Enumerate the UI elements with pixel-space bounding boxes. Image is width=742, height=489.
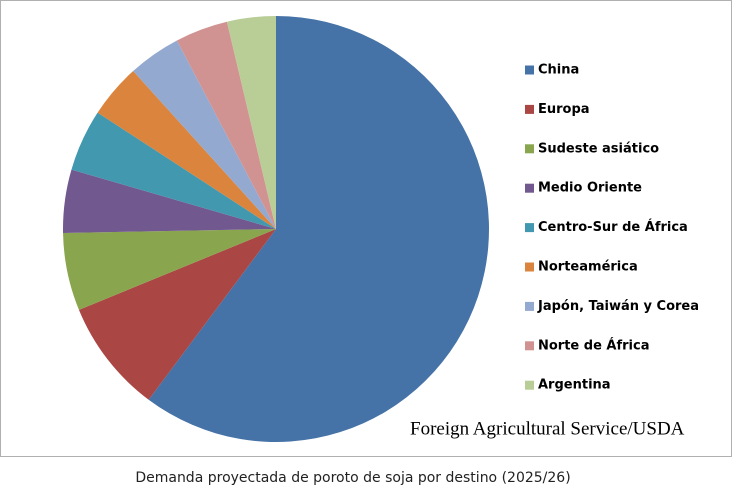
- legend-swatch: [525, 183, 534, 193]
- legend-label: Medio Oriente: [538, 181, 642, 196]
- legend-label: China: [538, 63, 579, 78]
- pie-slice: [71, 112, 276, 229]
- legend-swatch: [525, 380, 534, 390]
- legend-swatch: [525, 104, 534, 114]
- source-note: Foreign Agricultural Service/USDA: [410, 418, 685, 439]
- legend-swatch: [525, 341, 534, 351]
- legend-label: Norteamérica: [538, 260, 638, 275]
- legend-label: Japón, Taiwán y Corea: [537, 299, 699, 314]
- legend-swatch: [525, 262, 534, 272]
- pie-slice: [97, 71, 276, 229]
- legend-label: Europa: [538, 102, 590, 117]
- legend-label: Sudeste asiático: [538, 141, 659, 156]
- pie-slice: [63, 169, 276, 234]
- legend-swatch: [525, 65, 534, 75]
- legend-swatch: [525, 301, 534, 311]
- legend-label: Argentina: [538, 378, 611, 393]
- legend-swatch: [525, 223, 534, 233]
- pie-slice: [78, 229, 276, 400]
- legend-label: Norte de África: [538, 337, 650, 353]
- pie-slice: [133, 40, 276, 229]
- pie-slice: [176, 21, 276, 230]
- legend-label: Centro-Sur de África: [538, 219, 688, 235]
- caption: Demanda proyectada de poroto de soja por…: [135, 470, 570, 486]
- legend-swatch: [525, 144, 534, 154]
- pie-slice: [63, 229, 276, 310]
- pie-slice: [148, 16, 489, 442]
- pie-slice: [226, 16, 276, 229]
